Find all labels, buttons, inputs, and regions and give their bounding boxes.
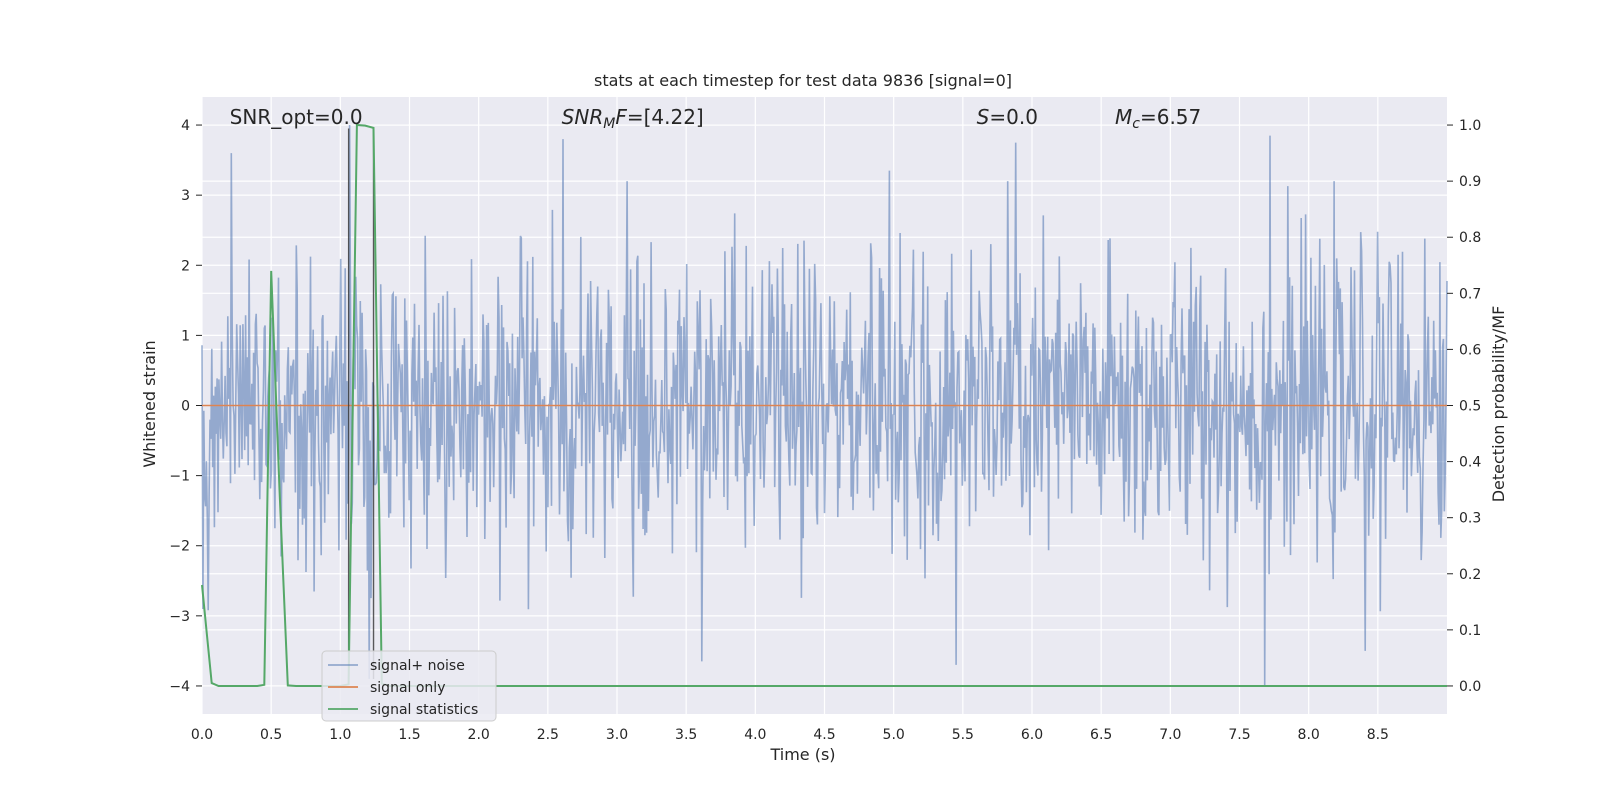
- y2-tick-label: 1.0: [1459, 118, 1481, 134]
- x-tick-label: 8.0: [1298, 727, 1320, 743]
- x-tick-label: 6.0: [1021, 727, 1043, 743]
- y-tick-label: −4: [169, 679, 190, 695]
- x-tick-label: 2.0: [468, 727, 490, 743]
- y2-tick-label: 0.1: [1459, 623, 1481, 639]
- legend: signal+ noise signal only signal statistic…: [321, 650, 497, 722]
- y-tick-label: 2: [181, 258, 190, 274]
- series-signal-statistics-line: [201, 123, 1447, 687]
- data-layer: [201, 123, 1448, 687]
- y-tick-label: 0: [181, 399, 190, 415]
- legend-label: signal statistics: [370, 702, 478, 718]
- legend-label: signal+ noise: [370, 658, 465, 674]
- x-tick-label: 0.0: [191, 727, 213, 743]
- annotation-text-0: SNR_opt=0.0: [230, 105, 363, 129]
- y2-axis-label: Detection probability/MF: [1489, 306, 1508, 503]
- y2-tick-label: 0.2: [1459, 567, 1481, 583]
- x-axis-label: Time (s): [769, 745, 835, 764]
- x-tick-label: 7.0: [1159, 727, 1181, 743]
- y-axis-label: Whitened strain: [140, 340, 159, 467]
- x-tick-label: 3.0: [606, 727, 628, 743]
- annotation-text-2: S=0.0: [977, 105, 1038, 129]
- y2-tick-label: 0.6: [1459, 342, 1481, 358]
- y2-tick-label: 0.5: [1459, 399, 1481, 415]
- x-tick-label: 0.5: [260, 727, 282, 743]
- y-tick-label: −3: [169, 609, 190, 625]
- axes: 0.0 0.5 1.0 1.5 2.0 2.5 3.0 3.5 4.0 4.5 5.0 5.5 6.0 6…: [169, 118, 1481, 743]
- y2-tick-label: 0.3: [1459, 511, 1481, 527]
- x-tick-label: 2.5: [537, 727, 559, 743]
- y2-tick-label: 0.8: [1459, 230, 1481, 246]
- y2-tick-label: 0.7: [1459, 286, 1481, 302]
- x-tick-label: 4.5: [813, 727, 835, 743]
- x-tick-label: 4.0: [744, 727, 766, 743]
- y-tick-label: 3: [181, 188, 190, 204]
- x-tick-label: 8.5: [1367, 727, 1389, 743]
- chart-title: stats at each timestep for test data 983…: [594, 71, 1012, 90]
- y-tick-label: 1: [181, 328, 190, 344]
- annotation-text-3: Mc=6.57: [1115, 105, 1201, 132]
- x-tick-label: 6.5: [1090, 727, 1112, 743]
- x-tick-label: 1.0: [329, 727, 351, 743]
- y-tick-label: −1: [169, 469, 190, 485]
- series-signal-plus-noise-line: [201, 124, 1448, 687]
- legend-box: [321, 650, 497, 722]
- y2-tick-label: 0.0: [1459, 679, 1481, 695]
- annotations: SNR_opt=0.0 SNRMF=[4.22] S=0.0 Mc=6.57: [230, 105, 1202, 132]
- x-tick-label: 5.0: [883, 727, 905, 743]
- y2-tick-label: 0.4: [1459, 455, 1481, 471]
- x-tick-label: 5.5: [952, 727, 974, 743]
- y-tick-label: 4: [181, 118, 190, 134]
- x-tick-label: 7.5: [1228, 727, 1250, 743]
- legend-label: signal only: [370, 680, 445, 696]
- y-tick-label: −2: [169, 539, 190, 555]
- annotation-text-1: SNRMF=[4.22]: [562, 105, 704, 132]
- x-tick-label: 3.5: [675, 727, 697, 743]
- x-tick-label: 1.5: [398, 727, 420, 743]
- y2-tick-label: 0.9: [1459, 174, 1481, 190]
